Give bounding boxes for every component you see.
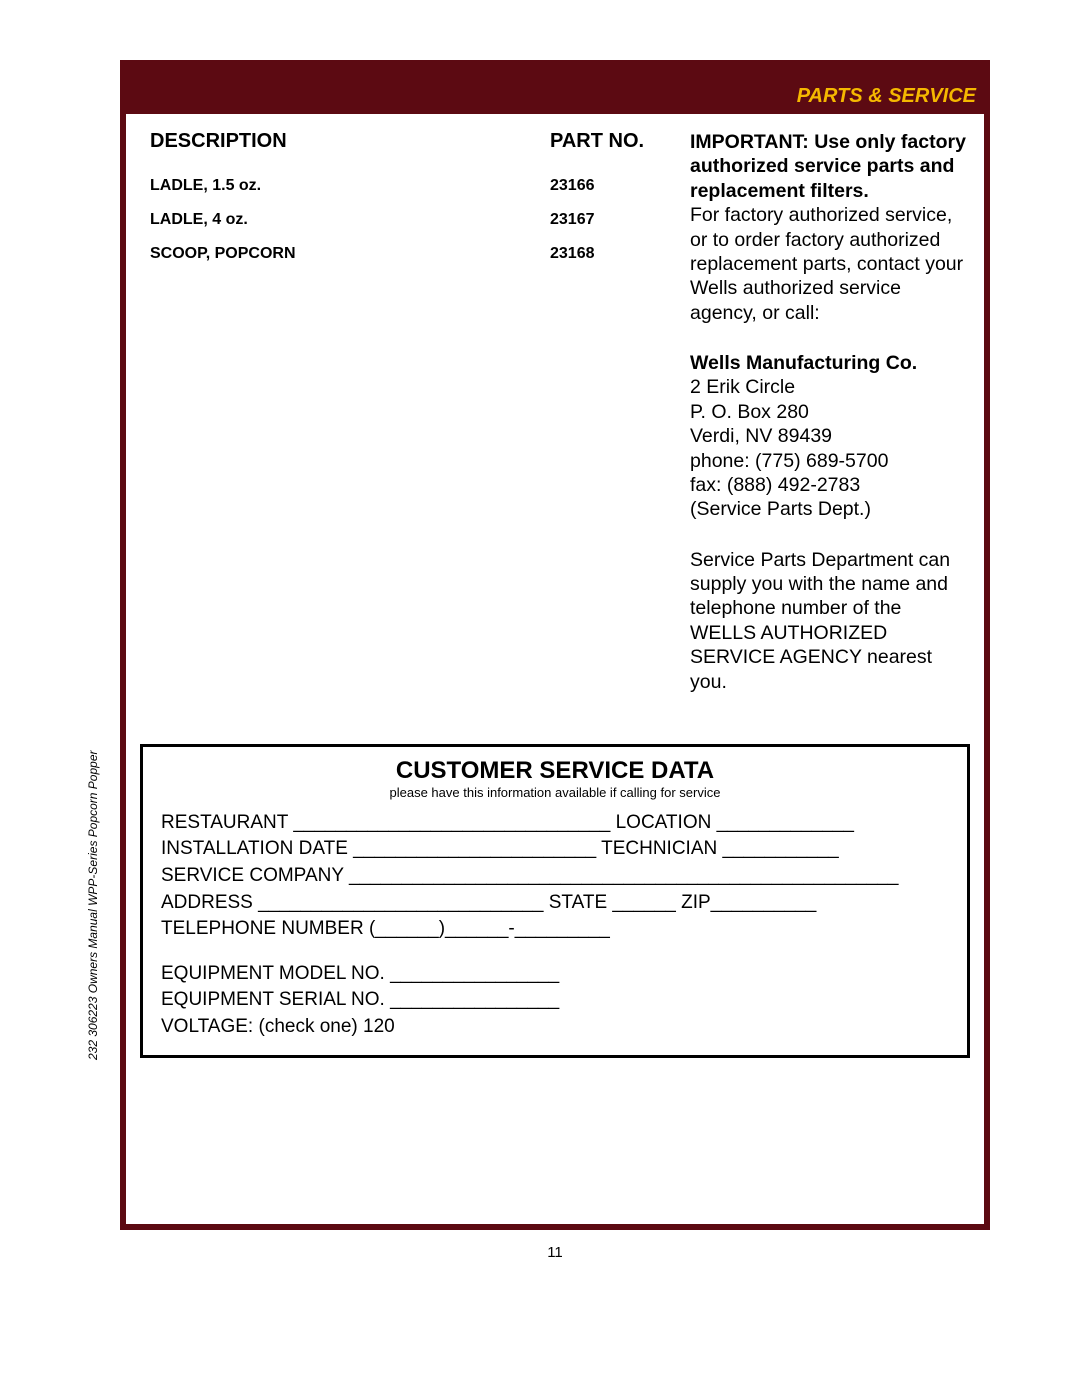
form-line: INSTALLATION DATE ______________________… (161, 836, 949, 863)
form-line: TELEPHONE NUMBER (______)______-________… (161, 916, 949, 943)
form-line: EQUIPMENT MODEL NO. ________________ (161, 961, 949, 988)
form-line: SERVICE COMPANY ________________________… (161, 863, 949, 890)
form-line: VOLTAGE: (check one) 120 (161, 1014, 949, 1041)
contact-fax: fax: (888) 492-2783 (690, 474, 860, 496)
contact-dept: (Service Parts Dept.) (690, 498, 871, 520)
form-line: EQUIPMENT SERIAL NO. ________________ (161, 987, 949, 1014)
part-row-desc: SCOOP, POPCORN (150, 245, 550, 263)
part-row-no: 23168 (550, 245, 690, 263)
part-row-desc: LADLE, 4 oz. (150, 211, 550, 229)
part-row-no: 23167 (550, 211, 690, 229)
side-doc-id: 232 306223 Owners Manual WPP-Series Popc… (86, 750, 100, 1060)
service-box-title: CUSTOMER SERVICE DATA (161, 757, 949, 785)
col-header-description: DESCRIPTION (150, 130, 550, 153)
service-note: Service Parts Department can supply you … (690, 549, 950, 693)
page-number: 11 (120, 1244, 990, 1261)
contact-company: Wells Manufacturing Co. (690, 352, 917, 374)
form-line: RESTAURANT _____________________________… (161, 810, 949, 837)
contact-addr3: Verdi, NV 89439 (690, 425, 832, 447)
page-frame: PARTS & SERVICE DESCRIPTION LADLE, 1.5 o… (120, 60, 990, 1230)
customer-service-box: CUSTOMER SERVICE DATA please have this i… (140, 744, 970, 1058)
important-heading: IMPORTANT: Use only factory authorized s… (690, 131, 966, 202)
contact-phone: phone: (775) 689-5700 (690, 450, 888, 472)
part-row-no: 23166 (550, 177, 690, 195)
important-body: For factory authorized service, or to or… (690, 204, 963, 324)
form-line: ADDRESS ___________________________ STAT… (161, 890, 949, 917)
contact-addr1: 2 Erik Circle (690, 376, 795, 398)
service-box-subtitle: please have this information available i… (161, 785, 949, 800)
banner-title: PARTS & SERVICE (797, 85, 976, 108)
section-banner: PARTS & SERVICE (126, 66, 984, 114)
part-row-desc: LADLE, 1.5 oz. (150, 177, 550, 195)
col-header-partno: PART NO. (550, 130, 690, 153)
contact-addr2: P. O. Box 280 (690, 401, 809, 423)
